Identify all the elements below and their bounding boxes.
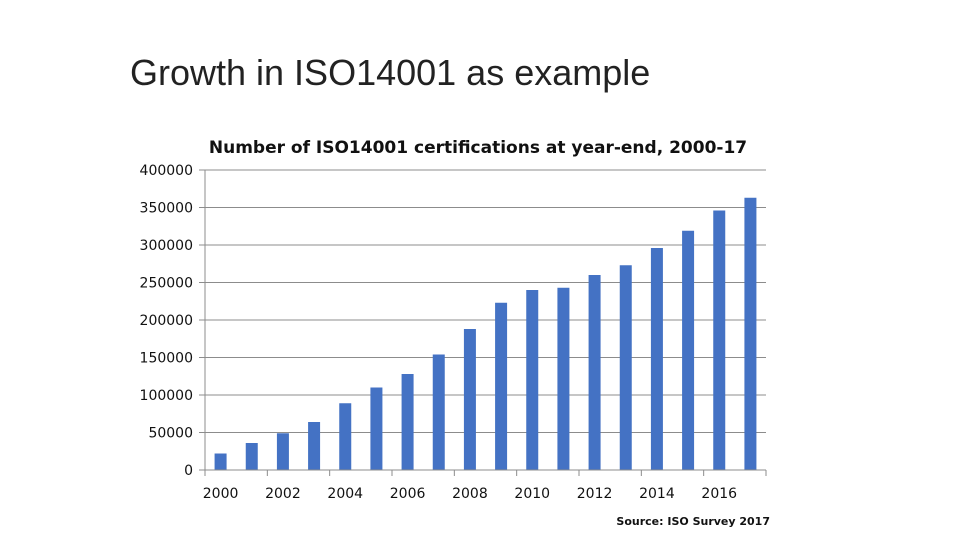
bar-2002 bbox=[276, 433, 289, 470]
slide-title: Growth in ISO14001 as example bbox=[130, 52, 651, 93]
bar-2003 bbox=[308, 422, 321, 470]
x-tick-label: 2016 bbox=[701, 486, 737, 502]
bar-2015 bbox=[682, 230, 695, 470]
chart-title: Number of ISO14001 certifications at yea… bbox=[209, 138, 747, 158]
source-note: Source: ISO Survey 2017 bbox=[616, 515, 770, 528]
bar-2017 bbox=[744, 197, 757, 470]
bar-2014 bbox=[650, 248, 663, 470]
y-tick-label: 200000 bbox=[140, 313, 193, 329]
y-tick-label: 250000 bbox=[140, 276, 193, 292]
bar-2004 bbox=[339, 403, 352, 470]
bar-2000 bbox=[214, 453, 227, 470]
bar-2009 bbox=[495, 302, 508, 470]
bar-2011 bbox=[557, 287, 570, 470]
bars bbox=[214, 197, 757, 470]
x-tick-label: 2004 bbox=[327, 486, 363, 502]
x-tick-label: 2000 bbox=[203, 486, 239, 502]
bar-2006 bbox=[401, 374, 414, 470]
gridlines bbox=[199, 169, 766, 433]
x-tick-label: 2006 bbox=[390, 486, 426, 502]
bar-2010 bbox=[526, 290, 539, 470]
bar-2001 bbox=[245, 443, 258, 470]
y-tick-label: 350000 bbox=[140, 201, 193, 217]
x-tick-label: 2014 bbox=[639, 486, 675, 502]
y-tick-label: 100000 bbox=[140, 388, 193, 404]
bar-2013 bbox=[619, 265, 632, 470]
x-tick-label: 2008 bbox=[452, 486, 488, 502]
x-tick-label: 2012 bbox=[577, 486, 613, 502]
y-tick-label: 400000 bbox=[140, 163, 193, 179]
y-tick-label: 300000 bbox=[140, 238, 193, 254]
y-tick-label: 0 bbox=[184, 463, 193, 479]
y-tick-label: 150000 bbox=[140, 351, 193, 367]
bar-2008 bbox=[463, 329, 476, 470]
y-tick-label: 50000 bbox=[148, 426, 193, 442]
y-axis-ticks: 0 50000 100000 150000 200000 250000 300000 3500… bbox=[140, 163, 193, 479]
bar-2012 bbox=[588, 275, 601, 470]
bar-2005 bbox=[370, 387, 383, 470]
bar-2007 bbox=[432, 354, 445, 470]
x-tick-label: 2002 bbox=[265, 486, 301, 502]
bar-2016 bbox=[713, 210, 726, 470]
x-axis-ticks: 2000 2002 2004 2006 2008 2010 2012 2014 2016 bbox=[203, 486, 737, 502]
axes bbox=[199, 170, 767, 476]
x-tick-label: 2010 bbox=[514, 486, 550, 502]
